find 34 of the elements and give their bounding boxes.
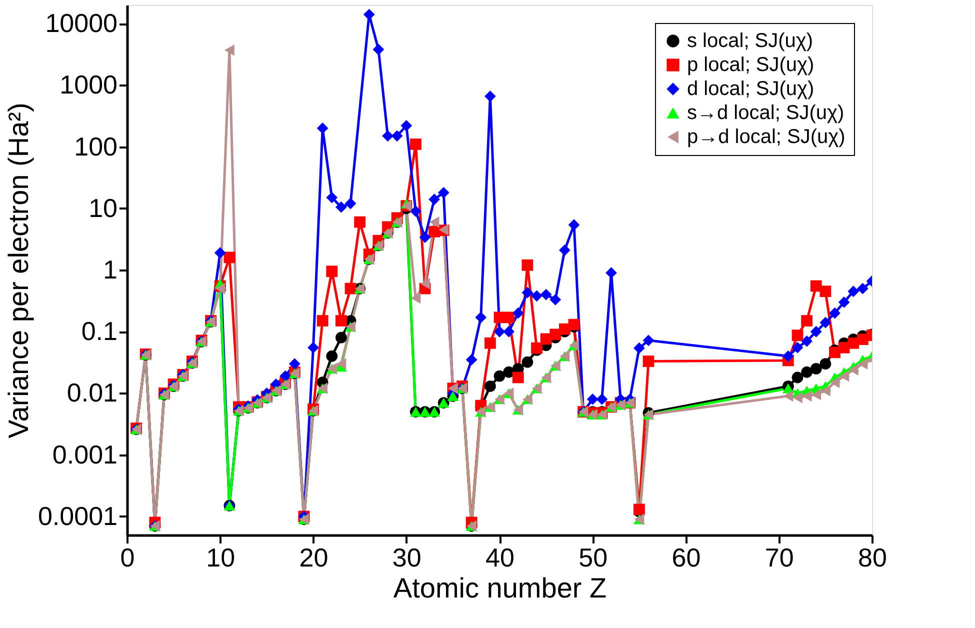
legend-label: s local; SJ(uχ) <box>687 30 814 52</box>
x-tick-label: 60 <box>672 542 701 572</box>
point <box>484 380 496 392</box>
x-tick-label: 50 <box>578 542 608 572</box>
point <box>494 370 506 382</box>
point <box>522 356 534 368</box>
x-tick-label: 20 <box>299 542 328 572</box>
point <box>335 332 347 344</box>
x-tick-label: 40 <box>486 542 514 572</box>
y-tick-label: 10000 <box>45 8 118 38</box>
legend-label: p local; SJ(uχ) <box>687 54 814 76</box>
x-axis-title: Atomic number Z <box>393 572 607 604</box>
point <box>326 350 338 362</box>
y-tick-label: 0.0001 <box>38 500 118 531</box>
legend-label: d local; SJ(uχ) <box>687 78 814 100</box>
x-tick-label: 10 <box>206 542 236 572</box>
x-tick-label: 0 <box>120 542 135 572</box>
legend-label: s→d local; SJ(uχ) <box>687 102 844 124</box>
y-tick-label: 10 <box>88 192 118 223</box>
point <box>810 363 822 374</box>
y-tick-label: 100 <box>74 131 118 162</box>
y-tick-label: 1 <box>103 254 118 284</box>
y-tick-label: 0.001 <box>52 439 118 470</box>
legend-label: p→d local; SJ(uχ) <box>687 126 846 148</box>
point <box>792 372 804 384</box>
y-tick-label: 0.1 <box>81 316 118 346</box>
x-tick-label: 70 <box>764 542 794 572</box>
point <box>820 358 832 370</box>
y-tick-label: 1000 <box>60 70 118 100</box>
point <box>801 366 813 378</box>
y-tick-label: 0.01 <box>66 378 118 408</box>
x-tick-label: 30 <box>392 542 422 572</box>
x-tick-label: 80 <box>858 542 887 572</box>
y-axis-title: Variance per electron (Ha²) <box>2 102 34 438</box>
